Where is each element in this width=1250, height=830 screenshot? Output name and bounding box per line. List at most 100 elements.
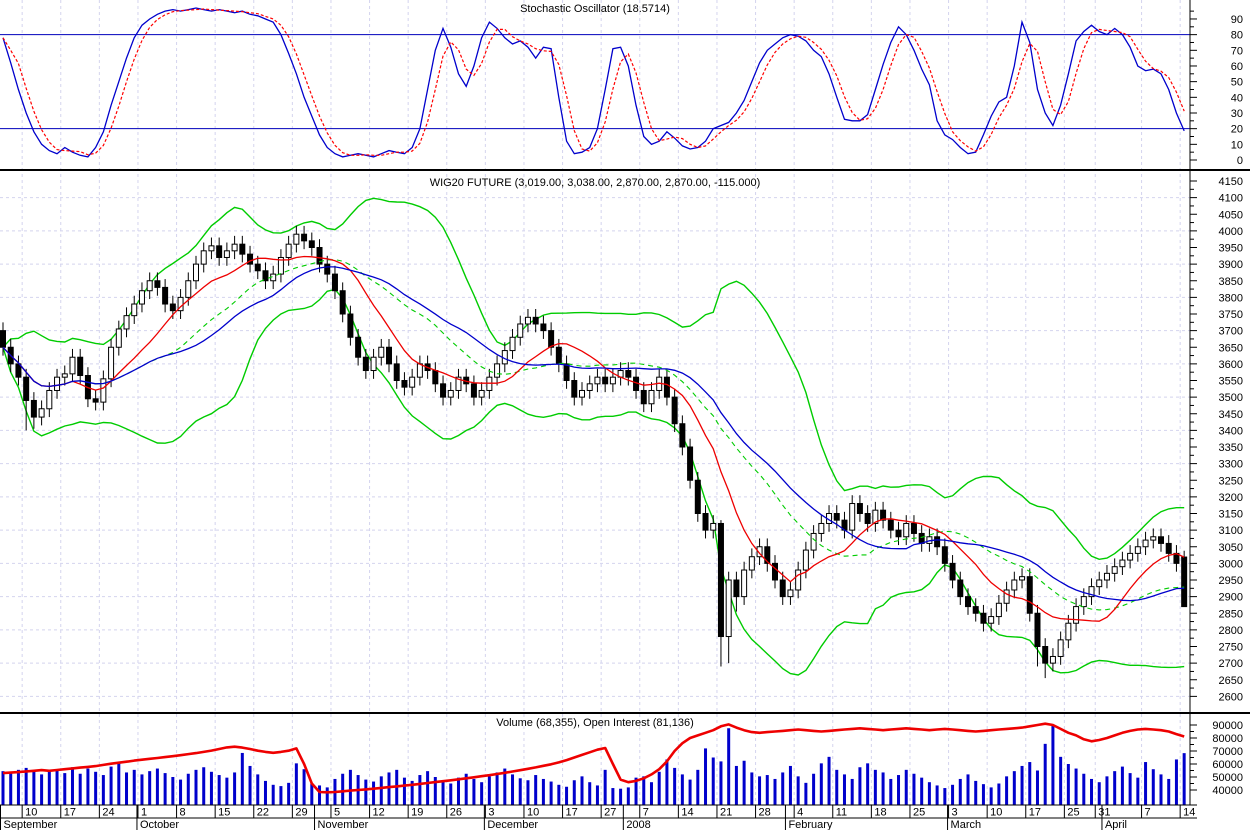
candlestick bbox=[594, 376, 601, 385]
volume-bar bbox=[271, 784, 275, 805]
volume-bar bbox=[132, 769, 136, 805]
price-axis-label: 3450 bbox=[1219, 409, 1243, 421]
candlestick bbox=[1057, 639, 1064, 657]
volume-bar bbox=[101, 775, 105, 805]
candlestick bbox=[393, 363, 400, 381]
volume-bar bbox=[920, 777, 924, 805]
volume-bar bbox=[302, 769, 306, 805]
volume-bar bbox=[418, 775, 422, 805]
day-label: 31 bbox=[1098, 807, 1110, 819]
bollinger-middle-line bbox=[2, 259, 1185, 611]
candlestick bbox=[1034, 612, 1041, 647]
volume-bar bbox=[1136, 777, 1140, 805]
price-axis-label: 4100 bbox=[1219, 193, 1243, 205]
volume-axis-label: 50000 bbox=[1212, 772, 1243, 784]
day-label: 27 bbox=[604, 807, 616, 819]
stochastic-axis-label: 70 bbox=[1231, 45, 1243, 57]
volume-bar bbox=[1012, 771, 1016, 805]
volume-bar bbox=[665, 759, 669, 805]
candlestick bbox=[185, 280, 192, 298]
volume-bar bbox=[1159, 774, 1163, 805]
day-label: 10 bbox=[527, 807, 539, 819]
month-label: December bbox=[487, 819, 538, 830]
stochastic-k-line bbox=[2, 7, 1185, 158]
volume-bar bbox=[511, 774, 515, 805]
price-axis-label: 3650 bbox=[1219, 342, 1243, 354]
candlestick bbox=[864, 513, 871, 524]
candlestick bbox=[540, 323, 547, 332]
day-label: 12 bbox=[373, 807, 385, 819]
candlestick bbox=[331, 273, 338, 292]
day-label: 17 bbox=[1029, 807, 1041, 819]
candlestick bbox=[702, 513, 709, 531]
volume-bar bbox=[63, 773, 67, 805]
volume-bar bbox=[827, 756, 831, 805]
volume-bar bbox=[456, 777, 460, 805]
stochastic-d-line bbox=[2, 8, 1185, 156]
day-label: 1 bbox=[141, 807, 147, 819]
bollinger-lower-line bbox=[2, 288, 1185, 676]
price-axis-label: 2650 bbox=[1219, 675, 1243, 687]
price-axis-label: 2950 bbox=[1219, 575, 1243, 587]
price-axis-label: 2700 bbox=[1219, 658, 1243, 670]
candlestick bbox=[988, 616, 995, 624]
volume-axis-label: 60000 bbox=[1212, 759, 1243, 771]
volume-bar bbox=[441, 780, 445, 805]
candlestick bbox=[532, 316, 539, 325]
candlestick bbox=[1088, 586, 1095, 598]
volume-bar bbox=[765, 775, 769, 805]
volume-bar bbox=[217, 775, 221, 805]
candlestick bbox=[779, 579, 786, 598]
price-axis-label: 3400 bbox=[1219, 425, 1243, 437]
volume-bar bbox=[1090, 778, 1094, 805]
volume-bar bbox=[1066, 764, 1070, 805]
volume-bar bbox=[1151, 769, 1155, 805]
price-panel bbox=[0, 197, 1188, 679]
volume-bar bbox=[1059, 756, 1063, 805]
volume-bar bbox=[966, 774, 970, 805]
volume-bar bbox=[958, 778, 962, 805]
stochastic-axis-label: 60 bbox=[1231, 61, 1243, 73]
day-label: 28 bbox=[759, 807, 771, 819]
candlestick bbox=[671, 396, 678, 425]
price-axis-label: 2600 bbox=[1219, 691, 1243, 703]
volume-bar bbox=[634, 777, 638, 805]
candlestick bbox=[169, 303, 176, 312]
volume-bar bbox=[842, 774, 846, 805]
volume-bar bbox=[1035, 770, 1039, 805]
volume-bar bbox=[673, 767, 677, 805]
volume-bar bbox=[897, 775, 901, 805]
candlestick bbox=[895, 529, 902, 538]
volume-bar bbox=[341, 773, 345, 805]
price-axis-label: 3900 bbox=[1219, 259, 1243, 271]
volume-bar bbox=[557, 784, 561, 805]
volume-bar bbox=[202, 767, 206, 805]
candlestick bbox=[478, 389, 485, 398]
price-axis-label: 3200 bbox=[1219, 492, 1243, 504]
volume-axis-label: 40000 bbox=[1212, 785, 1243, 797]
candlestick bbox=[733, 579, 740, 598]
candlestick bbox=[386, 346, 392, 365]
candlestick bbox=[416, 363, 423, 378]
price-panel-title: WIG20 FUTURE (3,019.00, 3,038.00, 2,870.… bbox=[430, 177, 761, 189]
volume-bar bbox=[904, 769, 908, 805]
volume-bar bbox=[109, 766, 113, 805]
volume-bar bbox=[155, 768, 159, 805]
volume-bar bbox=[773, 778, 777, 805]
moving-average-fast-line bbox=[2, 255, 1185, 622]
candlestick bbox=[1011, 579, 1018, 591]
candlestick bbox=[193, 263, 199, 282]
candlestick bbox=[247, 253, 254, 265]
candlestick bbox=[524, 316, 531, 325]
candlestick bbox=[741, 569, 748, 598]
candlestick bbox=[1026, 576, 1033, 614]
candlestick bbox=[710, 522, 717, 531]
volume-bar bbox=[796, 776, 800, 805]
volume-bar bbox=[1144, 762, 1148, 805]
volume-bar bbox=[997, 783, 1001, 805]
volume-bar bbox=[603, 769, 607, 805]
candlestick bbox=[308, 240, 315, 249]
volume-bar bbox=[186, 773, 190, 805]
candlestick bbox=[23, 376, 30, 401]
